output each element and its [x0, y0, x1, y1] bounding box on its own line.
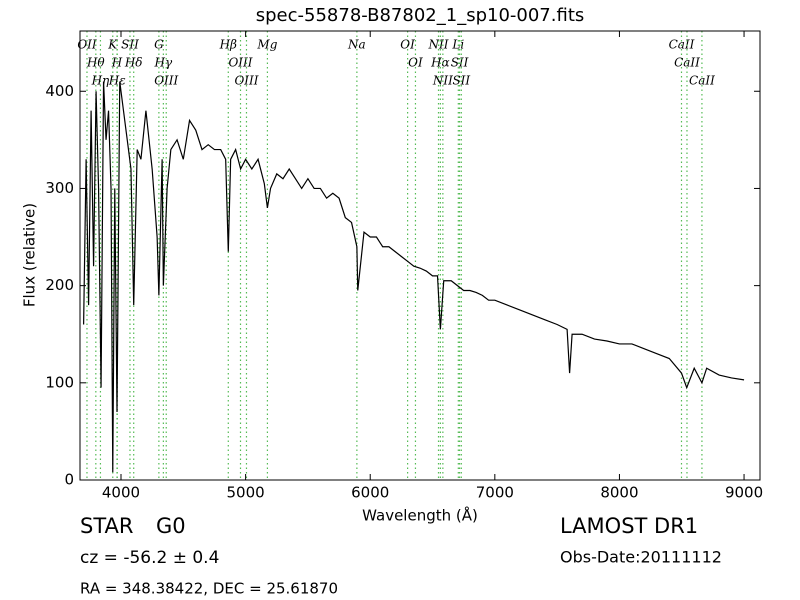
spectral-line-label: SII: [121, 38, 139, 52]
x-tick-label: 4000: [102, 484, 140, 502]
x-tick-label: 5000: [227, 484, 265, 502]
spectral-line-label: Na: [347, 38, 366, 52]
chart-title: spec-55878-B87802_1_sp10-007.fits: [256, 5, 585, 26]
x-tick-label: 8000: [600, 484, 638, 502]
spectral-line-label: Hα: [430, 56, 450, 70]
spectral-line-label: CaII: [669, 38, 695, 52]
spectral-line-label: K: [107, 38, 118, 52]
spectral-line-label: OI: [408, 56, 423, 70]
redshift: cz = -56.2 ± 0.4: [80, 548, 219, 568]
spectral-line-label: NII: [432, 74, 453, 88]
spectral-line-label: Hβ: [219, 38, 237, 52]
object-class: STAR: [80, 514, 133, 538]
spectral-line-label: Li: [451, 38, 464, 52]
y-tick-label: 200: [45, 276, 74, 294]
spectral-line-label: Hγ: [154, 56, 173, 70]
spectral-line-label: CaII: [689, 74, 715, 88]
spectral-line-label: OII: [77, 38, 97, 52]
spectral-line-label: Hη: [91, 74, 110, 88]
spectral-line-label: Hθ: [86, 56, 105, 70]
y-axis-label: Flux (relative): [21, 203, 39, 307]
spectral-line-label: SII: [451, 56, 469, 70]
y-tick-label: 100: [45, 373, 74, 391]
spectral-line-label: OIII: [234, 74, 258, 88]
spectral-line-label: SII: [452, 74, 470, 88]
spectrum: [83, 81, 745, 473]
x-tick-label: 9000: [725, 484, 763, 502]
coordinates: RA = 348.38422, DEC = 25.61870: [80, 580, 338, 598]
spectral-line-label: Hδ: [124, 56, 143, 70]
data-release: LAMOST DR1: [560, 514, 698, 538]
spectral-line-label: Mg: [256, 38, 277, 52]
y-tick-label: 400: [45, 82, 74, 100]
spectral-line-label: OIII: [228, 56, 252, 70]
spectral-line-label: OI: [400, 38, 415, 52]
spectral-line-label: G: [154, 38, 164, 52]
x-tick-label: 6000: [351, 484, 389, 502]
spectral-line-label: OIII: [154, 74, 178, 88]
obs-date: Obs-Date:20111112: [560, 548, 722, 567]
x-tick-label: 7000: [476, 484, 514, 502]
y-tick-label: 300: [45, 179, 74, 197]
plot-frame: [79, 30, 761, 481]
y-tick-label: 0: [64, 471, 74, 489]
spectral-line-label: CaII: [674, 56, 700, 70]
spectral-line-label: Hε: [108, 74, 126, 88]
object-subclass: G0: [156, 514, 186, 538]
x-axis-label: Wavelength (Å): [362, 506, 478, 525]
spectral-line-label: NII: [428, 38, 449, 52]
